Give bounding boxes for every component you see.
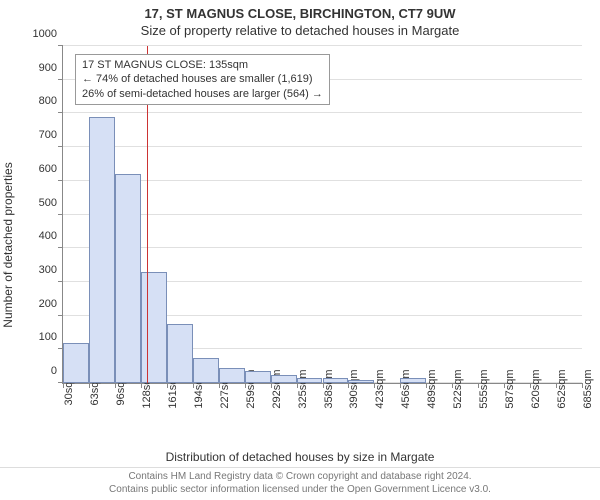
x-tick-label: 489sqm [426, 369, 438, 408]
histogram-bar [323, 378, 349, 383]
histogram-bar [193, 358, 219, 383]
x-tick-label: 325sqm [297, 369, 309, 408]
y-tick [58, 45, 63, 46]
x-tick-label: 587sqm [504, 369, 516, 408]
histogram-bar [400, 378, 426, 383]
footer: Contains HM Land Registry data © Crown c… [0, 467, 600, 500]
y-tick-label: 800 [39, 95, 57, 107]
page-title: 17, ST MAGNUS CLOSE, BIRCHINGTON, CT7 9U… [0, 6, 600, 21]
y-tick-label: 0 [51, 365, 57, 377]
histogram-bar [245, 371, 271, 383]
y-tick [58, 146, 63, 147]
y-tick-label: 400 [39, 230, 57, 242]
x-tick-label: 456sqm [400, 369, 412, 408]
annotation-line-1: 17 ST MAGNUS CLOSE: 135sqm [82, 58, 323, 72]
y-tick-label: 300 [39, 264, 57, 276]
x-tick-label: 390sqm [348, 369, 360, 408]
y-axis-label: Number of detached properties [1, 162, 15, 327]
y-tick-label: 500 [39, 197, 57, 209]
page-subtitle: Size of property relative to detached ho… [0, 23, 600, 38]
histogram-bar [271, 375, 297, 383]
x-tick-label: 555sqm [478, 369, 490, 408]
x-tick-label: 652sqm [556, 369, 568, 408]
y-tick-label: 700 [39, 129, 57, 141]
annotation-line-2: ← 74% of detached houses are smaller (1,… [82, 72, 323, 86]
grid-line [63, 214, 582, 215]
histogram-bar [115, 174, 141, 383]
y-tick [58, 214, 63, 215]
histogram-bar [141, 272, 167, 383]
histogram-bar [89, 117, 115, 383]
y-tick-label: 100 [39, 331, 57, 343]
y-tick [58, 112, 63, 113]
y-tick-label: 200 [39, 298, 57, 310]
x-tick-label: 620sqm [530, 369, 542, 408]
grid-line [63, 247, 582, 248]
x-axis-label: Distribution of detached houses by size … [0, 450, 600, 464]
histogram-bar [63, 343, 89, 383]
y-tick [58, 180, 63, 181]
y-tick [58, 281, 63, 282]
grid-line [63, 45, 582, 46]
histogram-bar [219, 368, 245, 383]
histogram-bar [167, 324, 193, 383]
grid-line [63, 112, 582, 113]
grid-line [63, 180, 582, 181]
y-tick [58, 315, 63, 316]
histogram-bar [297, 378, 323, 383]
x-tick-label: 685sqm [582, 369, 594, 408]
y-tick [58, 79, 63, 80]
footer-line-2: Contains public sector information licen… [0, 483, 600, 496]
y-tick-label: 900 [39, 62, 57, 74]
annotation-line-3: 26% of semi-detached houses are larger (… [82, 87, 323, 101]
x-tick-label: 522sqm [452, 369, 464, 408]
y-tick-label: 1000 [33, 28, 57, 40]
x-tick-label: 423sqm [374, 369, 386, 408]
chart-container: Number of detached properties 0100200300… [0, 46, 600, 444]
plot-area: 0100200300400500600700800900100030sqm63s… [62, 46, 582, 384]
y-tick-label: 600 [39, 163, 57, 175]
x-tick-label: 358sqm [323, 369, 335, 408]
annotation-box: 17 ST MAGNUS CLOSE: 135sqm ← 74% of deta… [75, 54, 330, 105]
y-tick [58, 247, 63, 248]
grid-line [63, 146, 582, 147]
histogram-bar [348, 380, 374, 383]
footer-line-1: Contains HM Land Registry data © Crown c… [0, 470, 600, 483]
